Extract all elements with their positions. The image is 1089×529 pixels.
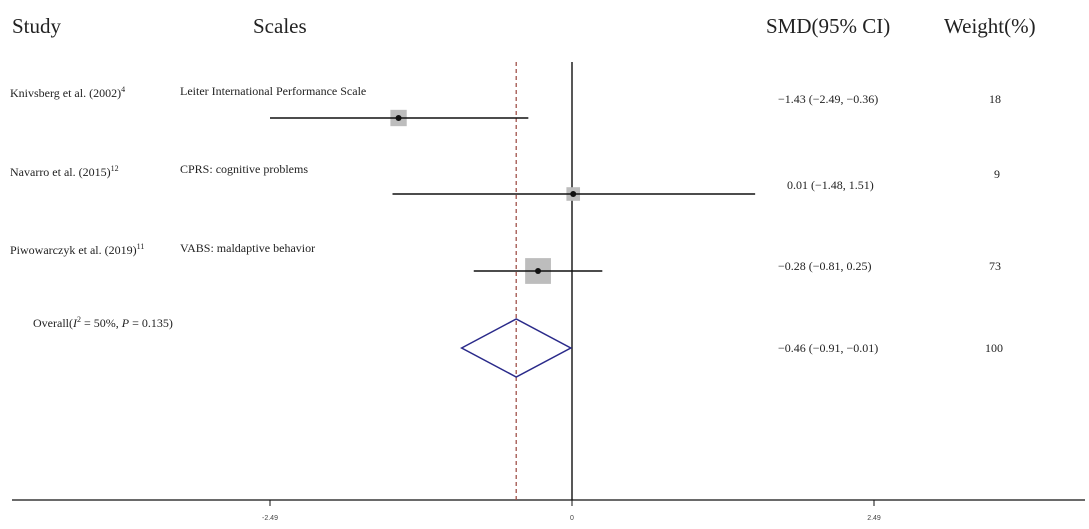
ci-text-1: −1.43 (−2.49, −0.36) bbox=[778, 92, 879, 106]
study-name-1: Knivsberg et al. (2002)4 bbox=[10, 85, 126, 101]
header-weight: Weight(%) bbox=[944, 14, 1036, 38]
ci-text-2: 0.01 (−1.48, 1.51) bbox=[787, 178, 874, 192]
point-estimate-2 bbox=[570, 191, 577, 197]
overall-label: Overall(I2 = 50%, P = 0.135) bbox=[33, 315, 173, 331]
scale-1: Leiter International Performance Scale bbox=[180, 84, 367, 98]
overall-ci-text: −0.46 (−0.91, −0.01) bbox=[778, 341, 879, 355]
weight-text-3: 73 bbox=[989, 259, 1001, 273]
study-name-3: Piwowarczyk et al. (2019)11 bbox=[10, 242, 145, 258]
header-study: Study bbox=[12, 14, 62, 38]
scale-2: CPRS: cognitive problems bbox=[180, 162, 309, 176]
ci-text-3: −0.28 (−0.81, 0.25) bbox=[778, 259, 872, 273]
x-tick-label: 2.49 bbox=[867, 515, 881, 522]
point-estimate-3 bbox=[535, 268, 542, 274]
overall-diamond bbox=[460, 318, 573, 378]
scale-3: VABS: maldaptive behavior bbox=[180, 241, 316, 255]
study-ref-3: 11 bbox=[136, 242, 145, 251]
x-tick-label: -2.49 bbox=[262, 515, 278, 522]
study-name-2: Navarro et al. (2015)12 bbox=[10, 164, 119, 180]
header-smd: SMD(95% CI) bbox=[766, 14, 891, 38]
header-scales: Scales bbox=[253, 14, 307, 38]
study-ref-2: 12 bbox=[110, 164, 119, 173]
point-estimate-1 bbox=[395, 115, 402, 121]
weight-text-2: 9 bbox=[994, 167, 1000, 181]
study-ref-1: 4 bbox=[121, 85, 126, 94]
weight-text-1: 18 bbox=[989, 92, 1001, 106]
overall-weight-text: 100 bbox=[985, 341, 1003, 355]
x-tick-label: 0 bbox=[570, 515, 574, 522]
